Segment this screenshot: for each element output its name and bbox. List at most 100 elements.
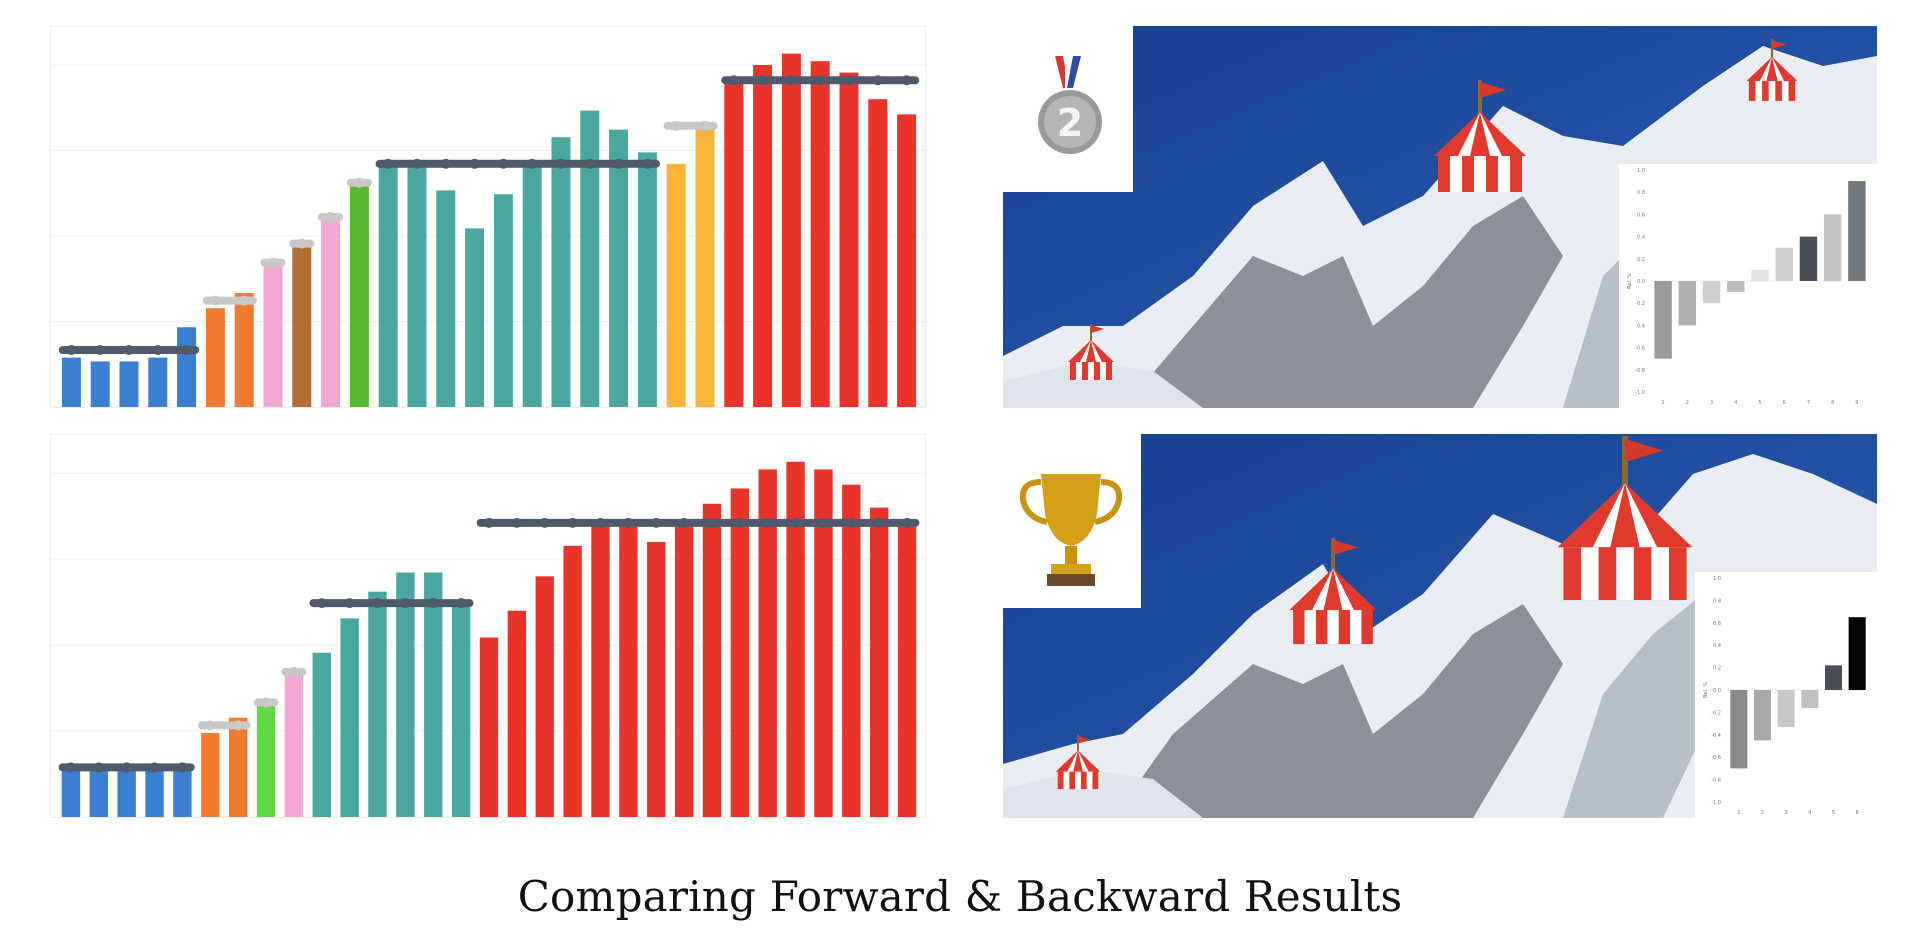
tent-icon (1746, 39, 1798, 101)
bar (465, 228, 485, 407)
bar (148, 357, 168, 407)
bar (61, 767, 81, 817)
bar (284, 671, 304, 817)
mean-point (700, 120, 710, 131)
mean-point (901, 75, 912, 86)
y-tick-label: 0.8 (1637, 190, 1645, 196)
mean-point (210, 295, 221, 306)
mean-point (344, 598, 355, 609)
mean-point (815, 75, 826, 86)
x-tick-label: 3 (1785, 810, 1788, 816)
medal-number: 2 (1057, 101, 1083, 145)
mean-point (651, 517, 662, 528)
bar (378, 163, 398, 407)
bar (396, 572, 415, 817)
bar (580, 110, 600, 407)
bar (407, 163, 427, 407)
mean-point (469, 158, 480, 169)
bar (451, 603, 471, 817)
mean-point (354, 177, 365, 188)
mean-point (786, 75, 797, 86)
bar (666, 163, 686, 407)
y-tick-label: 1.0 (1713, 576, 1721, 582)
mean-point (872, 75, 883, 86)
trophy-badge-box (1003, 434, 1141, 608)
mean-point (205, 720, 216, 731)
y-tick-label: 0.4 (1713, 643, 1721, 649)
x-tick-label: 6 (1856, 810, 1859, 816)
bar (1823, 214, 1842, 281)
inset-bar-chart-top: 1.0 0.8 0.6 0.4 0.2 0.0 -0.2 -0.4 -0.6 -0.8 -1.0 Re… (1627, 168, 1869, 406)
mean-point (95, 345, 106, 355)
bar (1654, 281, 1672, 359)
bar (839, 72, 859, 407)
y-tick-label: 0.4 (1637, 235, 1645, 241)
y-tick-label: 0.2 (1637, 257, 1645, 263)
bar (1702, 281, 1721, 304)
mean-point (498, 158, 509, 169)
y-tick-label: -1.0 (1711, 800, 1721, 806)
tent-icon (1068, 324, 1114, 380)
bar (205, 308, 225, 407)
mean-point (316, 598, 327, 609)
x-tick-label: 5 (1832, 810, 1835, 816)
mean-point (679, 517, 690, 528)
slide-caption: Comparing Forward & Backward Results (517, 872, 1403, 921)
mean-point (428, 598, 439, 609)
bar (312, 652, 331, 817)
backward-bar-chart (50, 434, 927, 818)
bar (90, 361, 110, 407)
bar (591, 519, 610, 817)
y-tick-label: -1.0 (1635, 390, 1645, 396)
bar (814, 469, 833, 817)
x-tick-label: 1 (1737, 810, 1740, 816)
bar (897, 526, 917, 817)
bar (479, 637, 499, 817)
bar (609, 129, 629, 407)
y-tick-label: -0.8 (1711, 778, 1721, 784)
y-tick-label: 0.0 (1713, 688, 1721, 694)
inset-chart-top: 1.0 0.8 0.6 0.4 0.2 0.0 -0.2 -0.4 -0.6 -0.8 -1.0 Re… (1619, 164, 1877, 408)
tent-icon (1557, 435, 1693, 601)
y-tick-label: 0.6 (1713, 621, 1721, 627)
bar (228, 717, 248, 817)
mean-point (66, 345, 77, 355)
bar (256, 702, 276, 817)
x-tick-label: 4 (1734, 400, 1737, 406)
bar (786, 461, 805, 817)
bar (1678, 281, 1697, 326)
mean-point (93, 762, 104, 773)
bar (292, 243, 312, 407)
bar (897, 114, 917, 408)
mean-point (372, 598, 383, 609)
mean-point (288, 666, 299, 677)
bar (1824, 665, 1843, 690)
mean-point (233, 720, 244, 731)
mean-point (177, 762, 188, 773)
mean-point (844, 75, 854, 86)
bar (730, 488, 750, 817)
x-tick-label: 2 (1761, 810, 1764, 816)
bar (1727, 281, 1745, 293)
mean-point (124, 345, 134, 355)
bar (1775, 247, 1793, 281)
mean-point (149, 762, 160, 773)
bar (842, 484, 861, 817)
x-tick-label: 9 (1855, 400, 1858, 406)
bar (1730, 690, 1748, 769)
y-tick-label: 0.0 (1637, 279, 1645, 285)
bar (117, 767, 136, 817)
y-axis-label: Rel. % (1703, 682, 1709, 698)
x-tick-label: 5 (1758, 400, 1761, 406)
bar (177, 327, 197, 407)
mean-point (65, 762, 76, 773)
forward-bar-chart-svg (51, 53, 927, 408)
mean-point (325, 212, 336, 222)
bar (507, 610, 527, 817)
mountain-scene-top: 2 1.0 0.8 0.6 0.4 0.2 0.0 -0.2 -0.4 -0.6 -0.8 -1.0… (1003, 26, 1877, 408)
mean-point (539, 517, 550, 528)
x-tick-label: 4 (1808, 810, 1811, 816)
bar (263, 262, 283, 407)
bar (563, 545, 582, 817)
mean-point (440, 158, 451, 169)
